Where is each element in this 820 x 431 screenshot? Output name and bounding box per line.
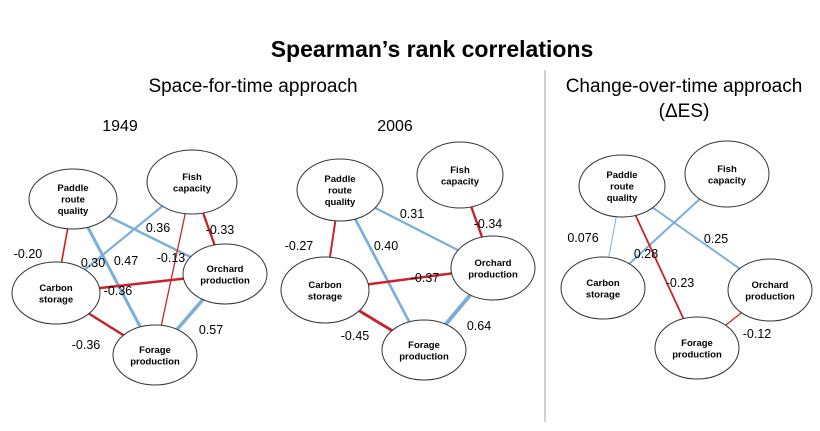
node-label: Fish: [182, 172, 202, 183]
node-label: Paddle: [57, 183, 88, 194]
node-shape: [182, 243, 268, 305]
node-label: quality: [325, 197, 356, 208]
edge-label-2006-paddle-forage: 0.40: [374, 239, 398, 253]
node-label: production: [399, 351, 449, 362]
edge-label-des-paddle-carbon: 0.076: [567, 231, 598, 245]
node-label: production: [745, 291, 795, 302]
node-label: capacity: [708, 175, 747, 186]
node-shape: [280, 256, 370, 324]
edge-labels-layer: -0.20 0.36 0.47 0.30 -0.13 -0.33 -0.36 -0.36 0.5…: [14, 207, 772, 352]
edge-label-1949-carbon-forage: -0.36: [72, 338, 101, 352]
edge-label-2006-paddle-orchard: 0.31: [400, 207, 424, 221]
node-label: Orchard: [207, 264, 244, 275]
edge-label-2006-orchard-forage: 0.64: [467, 319, 491, 333]
node-label: Fish: [450, 165, 470, 176]
node-label: Forage: [408, 340, 440, 351]
edge-label-1949-fish-forage: -0.13: [157, 251, 186, 265]
node-label: Paddle: [606, 170, 637, 181]
node-label: quality: [607, 193, 638, 204]
edge-label-des-fish-carbon: 0.28: [634, 247, 658, 261]
heading-change-over-time: Change-over-time approach: [566, 76, 803, 97]
node-shape: [146, 149, 238, 215]
heading-space-for-time: Space-for-time approach: [148, 76, 357, 97]
edge-label-des-paddle-orchard: 0.25: [704, 232, 728, 246]
year-label-2006: 2006: [377, 118, 413, 135]
edge-label-2006-carbon-orchard: -0.37: [411, 271, 440, 285]
node-shape: [296, 158, 384, 222]
edge-label-1949-orchard-forage: 0.57: [199, 323, 223, 337]
edge-label-2006-carbon-forage: -0.45: [341, 329, 370, 343]
node-shape: [578, 154, 666, 218]
node-label: quality: [58, 206, 89, 217]
node-label: capacity: [441, 176, 480, 187]
node-shape: [28, 168, 118, 230]
edge-label-1949-paddle-orchard: 0.36: [146, 221, 170, 235]
node-shape: [11, 261, 101, 325]
node-label: Carbon: [586, 278, 619, 289]
figure-title: Spearman’s rank correlations: [271, 36, 594, 62]
edge-label-1949-paddle-carbon: -0.20: [14, 247, 43, 261]
node-label: Fish: [717, 164, 737, 175]
edge-label-des-orchard-forage: -0.12: [743, 327, 772, 341]
node-shape: [450, 235, 536, 301]
edge-label-1949-carbon-orchard: -0.36: [104, 284, 133, 298]
edge-label-2006-fish-orchard: -0.34: [474, 217, 503, 231]
edge-label-des-paddle-forage: -0.23: [666, 276, 695, 290]
node-label: production: [672, 349, 722, 360]
node-label: Forage: [139, 345, 171, 356]
edge-label-1949-fish-orchard: -0.33: [206, 223, 235, 237]
edge-label-1949-fish-carbon: 0.30: [81, 256, 105, 270]
node-label: storage: [586, 289, 620, 300]
node-label: Carbon: [39, 283, 72, 294]
node-label: Orchard: [475, 258, 512, 269]
node-label: Paddle: [324, 174, 355, 185]
node-label: capacity: [173, 183, 212, 194]
node-label: route: [610, 182, 634, 193]
edge-label-1949-paddle-forage: 0.47: [114, 254, 138, 268]
node-shape: [684, 140, 770, 208]
year-label-1949: 1949: [102, 118, 138, 135]
node-label: production: [468, 269, 518, 280]
node-label: Carbon: [308, 280, 341, 291]
node-shape: [727, 258, 813, 322]
node-shape: [381, 319, 467, 381]
nodes-layer: PaddleroutequalityFishcapacityCarbonstor…: [11, 140, 813, 386]
node-label: production: [200, 275, 250, 286]
heading-delta-es: (ΔES): [659, 101, 710, 122]
node-label: storage: [308, 291, 342, 302]
node-shape: [654, 316, 740, 380]
node-label: Orchard: [752, 280, 789, 291]
node-label: route: [61, 195, 85, 206]
node-shape: [560, 256, 646, 320]
node-label: route: [328, 186, 352, 197]
node-label: Forage: [681, 338, 713, 349]
node-shape: [112, 324, 198, 386]
node-label: storage: [39, 294, 73, 305]
node-shape: [416, 141, 504, 209]
node-label: production: [130, 356, 180, 367]
edge-label-2006-paddle-carbon: -0.27: [285, 239, 314, 253]
